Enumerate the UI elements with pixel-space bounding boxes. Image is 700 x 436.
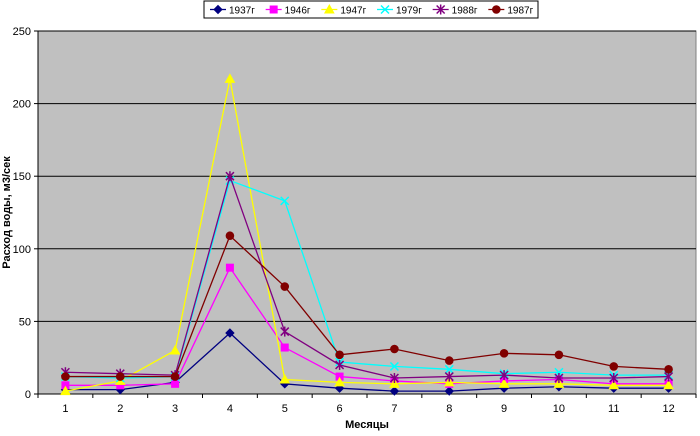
data-point	[115, 372, 125, 381]
data-point	[280, 343, 289, 352]
x-tick-label: 12	[662, 403, 674, 415]
legend-label: 1988г	[452, 6, 478, 17]
y-tick-label: 200	[13, 99, 31, 111]
data-point	[444, 356, 454, 365]
legend-marker	[492, 5, 501, 14]
legend-marker	[380, 4, 390, 15]
legend-marker	[269, 5, 278, 14]
data-point	[554, 373, 564, 384]
x-tick-label: 1	[62, 403, 68, 415]
data-point	[280, 282, 290, 291]
data-point	[498, 378, 510, 388]
series-line	[65, 78, 669, 392]
data-point	[224, 73, 236, 83]
data-point	[279, 373, 291, 384]
data-point	[664, 365, 673, 374]
legend-label: 1946г	[285, 6, 311, 17]
data-point	[171, 379, 180, 388]
data-point	[225, 263, 234, 272]
legend-marker	[436, 4, 446, 15]
legend-marker	[213, 4, 223, 15]
x-tick-label: 9	[501, 403, 507, 415]
series-1987г	[61, 231, 673, 381]
data-point	[499, 349, 509, 358]
x-tick-label: 8	[446, 403, 452, 415]
x-tick-label: 11	[608, 403, 619, 415]
y-tick-label: 150	[13, 171, 31, 183]
data-point	[663, 379, 674, 390]
data-point	[169, 344, 181, 355]
legend-label: 1947г	[340, 6, 366, 17]
data-point	[554, 350, 564, 360]
data-point	[225, 328, 235, 338]
data-point	[280, 326, 290, 337]
legend-label: 1987г	[507, 6, 533, 17]
data-point	[389, 386, 400, 396]
x-tick-label: 3	[172, 403, 178, 415]
data-point	[389, 378, 400, 388]
legend: 1937г 1946г 1947г 1979г 1988г 1987г	[203, 0, 539, 19]
x-tick-label: 10	[553, 403, 565, 415]
data-point	[170, 372, 180, 381]
series-layer	[60, 73, 674, 396]
gridlines	[38, 30, 696, 322]
legend-item: 1946г	[265, 5, 311, 17]
y-tick-label: 0	[25, 389, 31, 401]
series-line	[65, 174, 669, 379]
data-point	[389, 373, 399, 384]
legend-marker	[323, 3, 335, 14]
x-axis-label: Месяцы	[345, 419, 389, 431]
data-point	[61, 372, 70, 381]
data-point	[335, 350, 344, 360]
x-tick-label: 6	[337, 403, 343, 415]
x-tick-label: 7	[391, 403, 397, 415]
data-point	[280, 196, 290, 206]
series-line	[65, 266, 669, 386]
legend-item: 1979г	[377, 4, 422, 17]
axes	[34, 30, 697, 398]
series-line	[65, 234, 669, 378]
legend-item: 1987г	[488, 5, 534, 17]
series-1947г	[60, 73, 674, 396]
y-tick-label: 250	[13, 26, 31, 38]
data-point	[390, 344, 399, 354]
data-point	[499, 370, 509, 381]
x-tick-label: 2	[117, 403, 123, 415]
y-tick-label: 50	[19, 316, 31, 328]
data-point	[608, 379, 620, 390]
legend-item: 1988г	[432, 4, 478, 17]
data-point	[443, 376, 455, 387]
x-tick-label: 4	[227, 403, 233, 415]
legend-label: 1937г	[229, 6, 255, 17]
data-point	[60, 385, 71, 396]
data-point	[444, 364, 454, 374]
legend-item: 1947г	[321, 3, 367, 17]
plot-area	[37, 30, 697, 395]
data-point	[553, 378, 565, 388]
legend-item: 1937г	[210, 4, 255, 17]
data-point	[335, 359, 345, 370]
data-point	[609, 362, 619, 371]
y-tick-label: 100	[13, 244, 31, 256]
x-tick-label: 5	[282, 403, 288, 415]
legend-box	[203, 0, 539, 19]
data-point	[389, 361, 399, 371]
data-point	[225, 171, 235, 182]
data-point	[444, 386, 454, 396]
legend-label: 1979г	[396, 6, 422, 17]
y-axis-label: Расход воды, м3/сек	[1, 156, 13, 269]
data-point	[444, 371, 454, 382]
data-point	[609, 373, 619, 384]
data-point	[334, 376, 345, 387]
data-point	[225, 231, 235, 241]
